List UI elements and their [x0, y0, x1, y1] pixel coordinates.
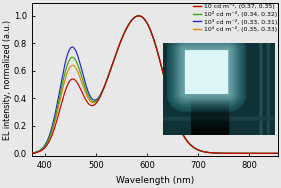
Legend: 10 cd m⁻², (0.37, 0.35), 10² cd m⁻², (0.34, 0.32), 10³ cd m⁻², (0.33, 0.31), 10⁴: 10 cd m⁻², (0.37, 0.35), 10² cd m⁻², (0.… — [193, 3, 277, 32]
Y-axis label: EL intensity, normalized (a.u.): EL intensity, normalized (a.u.) — [3, 20, 12, 140]
X-axis label: Wavelength (nm): Wavelength (nm) — [115, 176, 194, 185]
